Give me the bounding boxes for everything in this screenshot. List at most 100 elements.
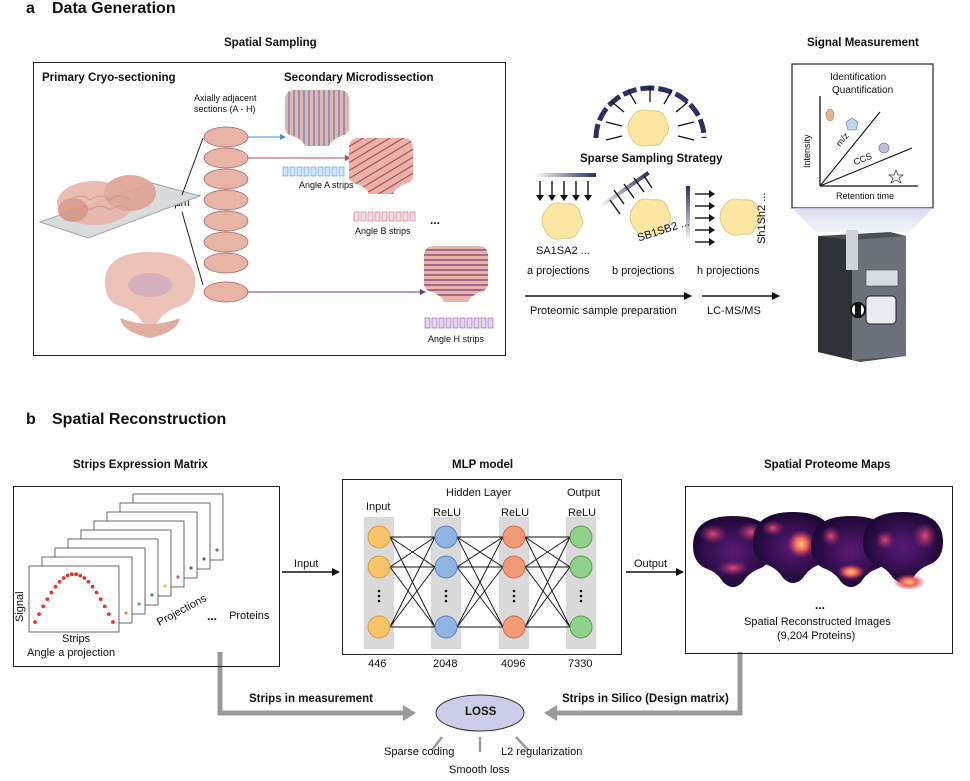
sparse-dome: [593, 85, 707, 147]
strips-axis-label: Strips: [62, 633, 91, 645]
projection-dot: [124, 611, 128, 615]
projection-dot: [102, 604, 107, 609]
mlp-edge: [524, 566, 571, 628]
a-projection-arrows: [534, 173, 596, 240]
output-arrow-label: Output: [634, 558, 668, 570]
mlp-input-label: Input: [366, 501, 391, 513]
mlp-edge: [389, 536, 436, 628]
angle-a-projection-label: Angle a projection: [27, 647, 116, 659]
projection-dot: [163, 584, 167, 588]
mlp-node: [502, 525, 526, 549]
panel-b-letter: b: [26, 411, 36, 428]
projection-dot: [45, 597, 50, 602]
projection-dot: [57, 579, 62, 584]
axially-adjacent-label: Axially adjacent: [194, 93, 257, 103]
signal-axis-label: Signal: [14, 591, 26, 622]
mlp-node: [569, 615, 593, 639]
mlp-output-label: Output: [567, 487, 601, 499]
angle-b-strips-label: Angle B strips: [355, 226, 411, 236]
projection-dot: [94, 590, 99, 595]
maps-ellipsis: ...: [815, 598, 826, 612]
recon-images-label: Spatial Reconstructed Images: [744, 616, 891, 628]
angle-a-brain: [285, 90, 349, 146]
relu-1-label: ReLU: [433, 507, 462, 519]
angle-h-strips-label: Angle H strips: [428, 334, 485, 344]
spatial-sampling-title: Spatial Sampling: [224, 37, 317, 49]
smooth-loss-label: Smooth loss: [449, 764, 510, 776]
mlp-node: [502, 615, 526, 639]
strips-silico-label: Strips in Silico (Design matrix): [562, 693, 729, 705]
b-projection-arrows: [598, 171, 671, 236]
mlp-node: [367, 555, 391, 579]
sections-label: sections (A - H): [194, 104, 256, 114]
projection-dot: [137, 602, 141, 606]
mlp-ellipsis-dot: [444, 594, 448, 598]
maps-title: Spatial Proteome Maps: [764, 459, 891, 471]
primary-cryo-label: Primary Cryo-sectioning: [42, 72, 176, 84]
strips-matrix-box: [13, 486, 280, 667]
projection-dot: [189, 566, 193, 570]
n-proteins-label: (9,204 Proteins): [777, 630, 856, 642]
sagittal-brain: [57, 175, 156, 225]
secondary-microdissection-label: Secondary Microdissection: [284, 72, 434, 84]
dots-label: ...: [207, 609, 218, 623]
relu-2-label: ReLU: [501, 507, 530, 519]
mlp-node: [434, 615, 458, 639]
projection-dot: [82, 576, 87, 580]
projection-dot: [150, 593, 154, 597]
map-1: [693, 516, 773, 587]
quantification-label: Quantification: [832, 85, 894, 96]
maps-box: [685, 486, 953, 654]
projection-dot: [53, 584, 58, 589]
projection-dot: [49, 590, 54, 595]
input-arrow-label: Input: [294, 558, 319, 570]
mlp-node: [502, 555, 526, 579]
mlp-ellipsis-dot: [444, 599, 448, 603]
signal-measurement-title: Signal Measurement: [807, 37, 919, 49]
proteins-label: Proteins: [229, 610, 270, 622]
projection-dot: [86, 579, 91, 584]
h-projection-arrows: [686, 186, 761, 246]
mlp-node: [569, 555, 593, 579]
mlp-ellipsis-dot: [579, 589, 583, 593]
projection-dot: [41, 604, 46, 609]
mlp-node: [434, 555, 458, 579]
angle-h-brain: [424, 246, 488, 302]
angle-a-tubes: [282, 166, 345, 177]
hidden-layer-label: Hidden Layer: [446, 487, 512, 499]
sparse-coding-label: Sparse coding: [384, 746, 455, 758]
projection-frame: [28, 565, 120, 633]
h-projections-label: h projections: [697, 265, 760, 277]
a-projections-label: a projections: [527, 265, 590, 277]
loss-ellipse: [435, 694, 525, 732]
sh-label: Sh1Sh2 ...: [756, 192, 768, 244]
strips-matrix-title: Strips Expression Matrix: [73, 459, 208, 471]
projection-dot: [78, 573, 83, 578]
projection-dot: [98, 597, 103, 602]
mlp-edge: [524, 536, 571, 568]
proteome-maps: [693, 512, 943, 590]
mlp-ellipsis-dot: [444, 589, 448, 593]
mlp-edge: [456, 566, 504, 628]
mlp-edge: [456, 536, 504, 628]
mlp-ellipsis-dot: [579, 594, 583, 598]
sparse-strategy-label: Sparse Sampling Strategy: [580, 153, 723, 165]
identification-label: Identification: [830, 72, 887, 83]
projection-dot: [70, 572, 74, 577]
angle-h-tubes: [424, 317, 494, 329]
projection-dot: [74, 572, 78, 577]
mlp-ellipsis-dot: [579, 599, 583, 603]
projection-dot: [111, 620, 115, 624]
projection-dot: [107, 612, 111, 616]
projection-dot: [176, 575, 180, 579]
panel-a-title: Data Generation: [52, 0, 176, 17]
stacked-projection-plots: [28, 493, 224, 633]
angle-b-tubes: [353, 211, 416, 222]
l2-label: L2 regularization: [501, 746, 583, 758]
mlp-node: [569, 525, 593, 549]
mlp-ellipsis-dot: [377, 599, 381, 603]
strips-measurement-label: Strips in measurement: [249, 693, 373, 705]
n-input-label: 446: [368, 658, 387, 670]
prep-label: Proteomic sample preparation: [530, 305, 677, 317]
spatial-sampling-box: [33, 62, 506, 356]
